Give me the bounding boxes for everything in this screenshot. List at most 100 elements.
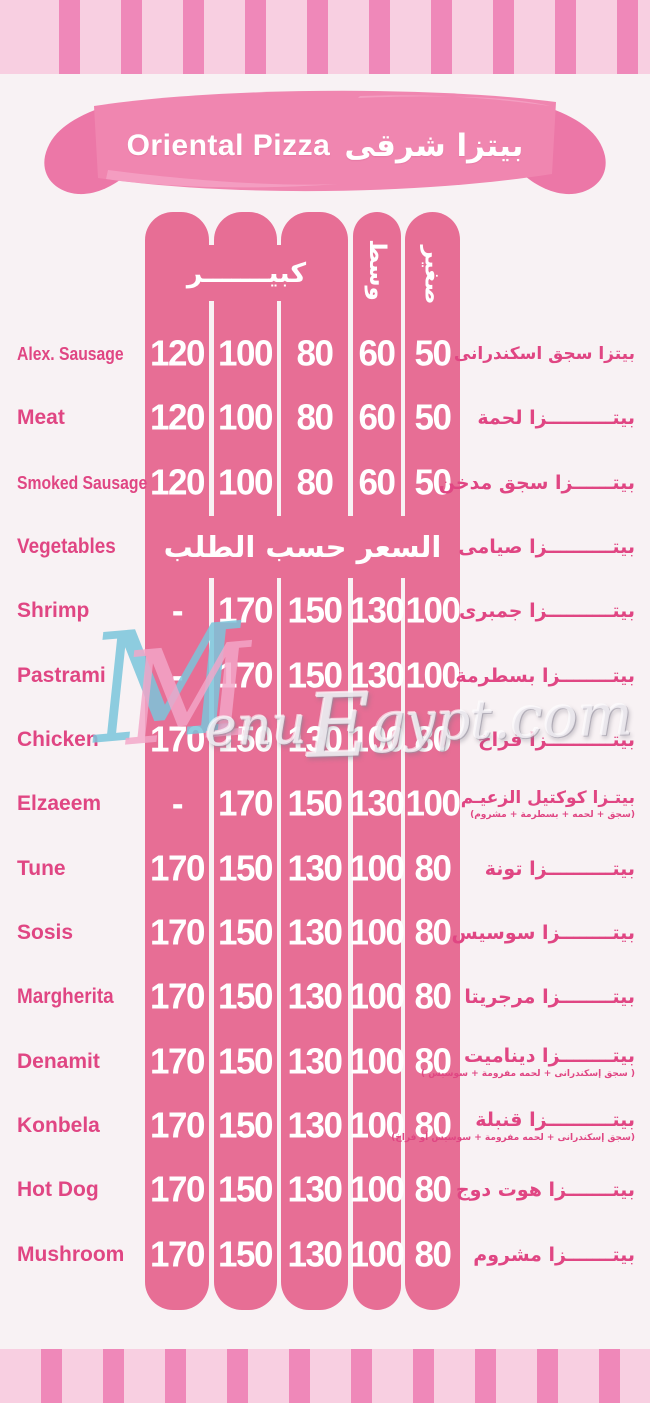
price-cell: 170 [150,912,205,953]
price-cell: - [171,590,184,632]
menu-item-name-ar-main: بيتـزا كوكتيل الزعيـم [460,788,635,809]
price-cell: 130 [287,847,343,889]
price-cell: 100 [349,847,405,889]
menu-item-prices: 170 150 130 100 80 [145,1030,460,1094]
price-cell: - [171,654,184,696]
size-header-large: كبيـــــــر [145,245,348,301]
menu-item-name-ar-main: بيتــــــــزا بسطرمة [455,664,635,687]
menu-item-prices: 170 150 130 100 80 [145,1158,460,1222]
price-cell: 150 [218,976,273,1018]
menu-item-name-ar: بيتــــــــــزا تونة [455,858,635,880]
price-cell: 150 [218,1105,273,1146]
ribbon-banner-graphic [44,90,606,195]
price-cell: 100 [218,333,273,374]
menu-item-ingredients-ar: (سجق إسكندرانى + لحمه مفرومة + سوسيس أو … [391,1133,635,1144]
menu-item-name-ar-main: بيتــــــــزا سوسيس [451,922,635,945]
menu-item-name-ar: بيتــــــــزا مرجريتا [455,986,635,1008]
menu-item-prices: - 170 150 130 100 [145,772,461,836]
price-cell: 80 [414,1233,452,1275]
price-cell: 130 [287,1040,343,1082]
price-cell: 80 [414,1105,452,1146]
menu-row: Elzaeem - 170 150 130 100 بيتـزا كوكتيل … [0,772,650,836]
price-cell: 130 [287,976,343,1018]
price-cell: 100 [405,654,461,696]
price-cell: 130 [349,783,405,825]
price-cell: 170 [150,1233,205,1275]
price-cell: 150 [218,1233,273,1275]
price-cell: 150 [218,1169,273,1211]
menu-item-name-ar: بيتــــــــــزا صيامى [455,536,635,558]
menu-item-prices: 170 150 130 100 80 [145,837,460,901]
menu-item-name-ar-main: بيتــــــــــزا قنبلة [475,1109,635,1132]
menu-item-name-en: Tune [17,856,66,880]
menu-row: Denamit 170 150 130 100 80 بيتــــــــزا… [0,1030,650,1094]
price-cell: 60 [358,462,396,503]
menu-item-ingredients-ar: (سجق + لحمه + بسطرمة + مشروم) [470,810,635,821]
price-cell: 100 [349,1233,405,1275]
price-cell: 100 [405,783,461,825]
price-cell: 150 [218,847,273,889]
menu-row: Sosis 170 150 130 100 80 بيتــــــــزا س… [0,901,650,965]
menu-item-name-en: Vegetables [17,535,116,559]
price-cell: 100 [349,1169,405,1211]
price-cell: 80 [414,847,452,889]
menu-item-name-ar: بيتــــــــزا ديناميت ( سجق إسكندرانى + … [421,1045,635,1079]
menu-row: Konbela 170 150 130 100 80 بيتــــــــــ… [0,1094,650,1158]
menu-item-name-ar: بيتــــــــــزا لحمة [455,407,635,429]
price-cell: 170 [218,783,273,825]
size-header-medium: وسط [363,239,390,301]
menu-item-name-en: Chicken [17,728,99,752]
price-cell: 100 [218,462,273,503]
menu-item-ingredients-ar: ( سجق إسكندرانى + لحمه مفرومة + سوسيس ) [421,1068,635,1079]
price-cell: 120 [150,397,205,439]
menu-row: Margherita 170 150 130 100 80 بيتـــــــ… [0,965,650,1029]
menu-row: Chicken 170 150 130 100 80 بيتــــــــــ… [0,708,650,772]
price-cell: 100 [349,1105,405,1146]
page-title: Oriental Pizza بيتزا شرقى [98,118,552,174]
menu-item-prices: 170 150 130 100 80 [145,1094,460,1158]
menu-item-prices: - 170 150 130 100 [145,644,461,708]
menu-item-name-ar-main: بيتزا سجق اسكندرانى [453,344,635,365]
menu-row: Meat 120 100 80 60 50 بيتــــــــــزا لح… [0,386,650,450]
menu-item-name-ar: بيتـــــــزا مشروم [455,1244,635,1266]
menu-item-name-en: Smoked Sausage [17,471,148,493]
menu-row: Shrimp - 170 150 130 100 بيتــــــــــزا… [0,579,650,643]
menu-item-name-en: Hot Dog [17,1178,99,1202]
menu-item-name-ar-main: بيتــــــــــزا جمبرى [459,600,635,623]
menu-item-prices: 170 150 130 100 80 [145,708,460,772]
size-header-small: صغير [419,245,446,305]
price-note-text: السعر حسب الطلب [163,530,442,565]
price-column-1 [145,212,209,1310]
price-cell: 100 [218,397,273,439]
menu-item-prices: 120 100 80 60 50 [145,322,460,386]
price-columns [145,212,460,1310]
price-cell: 120 [150,462,205,503]
price-cell: 80 [414,976,452,1018]
menu-row: Pastrami - 170 150 130 100 بيتــــــــزا… [0,644,650,708]
price-cell: 170 [150,1169,205,1211]
page-title-arabic: بيتزا شرقى [344,128,524,164]
price-cell: 130 [349,590,405,632]
menu-item-name-en: Margherita [17,985,114,1009]
menu-item-name-ar-main: بيتــــــزا سجق مدخن [438,471,635,494]
price-cell: 50 [414,397,452,439]
price-cell: 150 [218,912,273,953]
price-cell: 80 [296,397,334,439]
menu-row: Hot Dog 170 150 130 100 80 بيتـــــــزا … [0,1158,650,1222]
menu-item-name-ar-main: بيتـــــــزا هوت دوج [455,1179,635,1202]
price-cell: 170 [150,976,205,1018]
menu-item-name-ar-main: بيتـــــــزا مشروم [473,1243,635,1266]
title-ribbon: Oriental Pizza بيتزا شرقى [38,82,612,208]
price-cell: 170 [150,1105,205,1146]
price-cell: 60 [358,397,396,439]
price-cell: 100 [349,912,405,953]
menu-item-name-ar: بيتزا سجق اسكندرانى [453,344,635,365]
menu-item-name-ar: بيتــــــــــزا فراخ [455,729,635,751]
bottom-stripe-border [0,1349,650,1403]
price-cell: 50 [414,462,452,503]
price-cell: - [171,783,184,825]
price-cell: 100 [405,590,461,632]
price-cell: 150 [287,654,343,696]
price-column-5 [405,212,460,1310]
price-column-3 [281,212,348,1310]
